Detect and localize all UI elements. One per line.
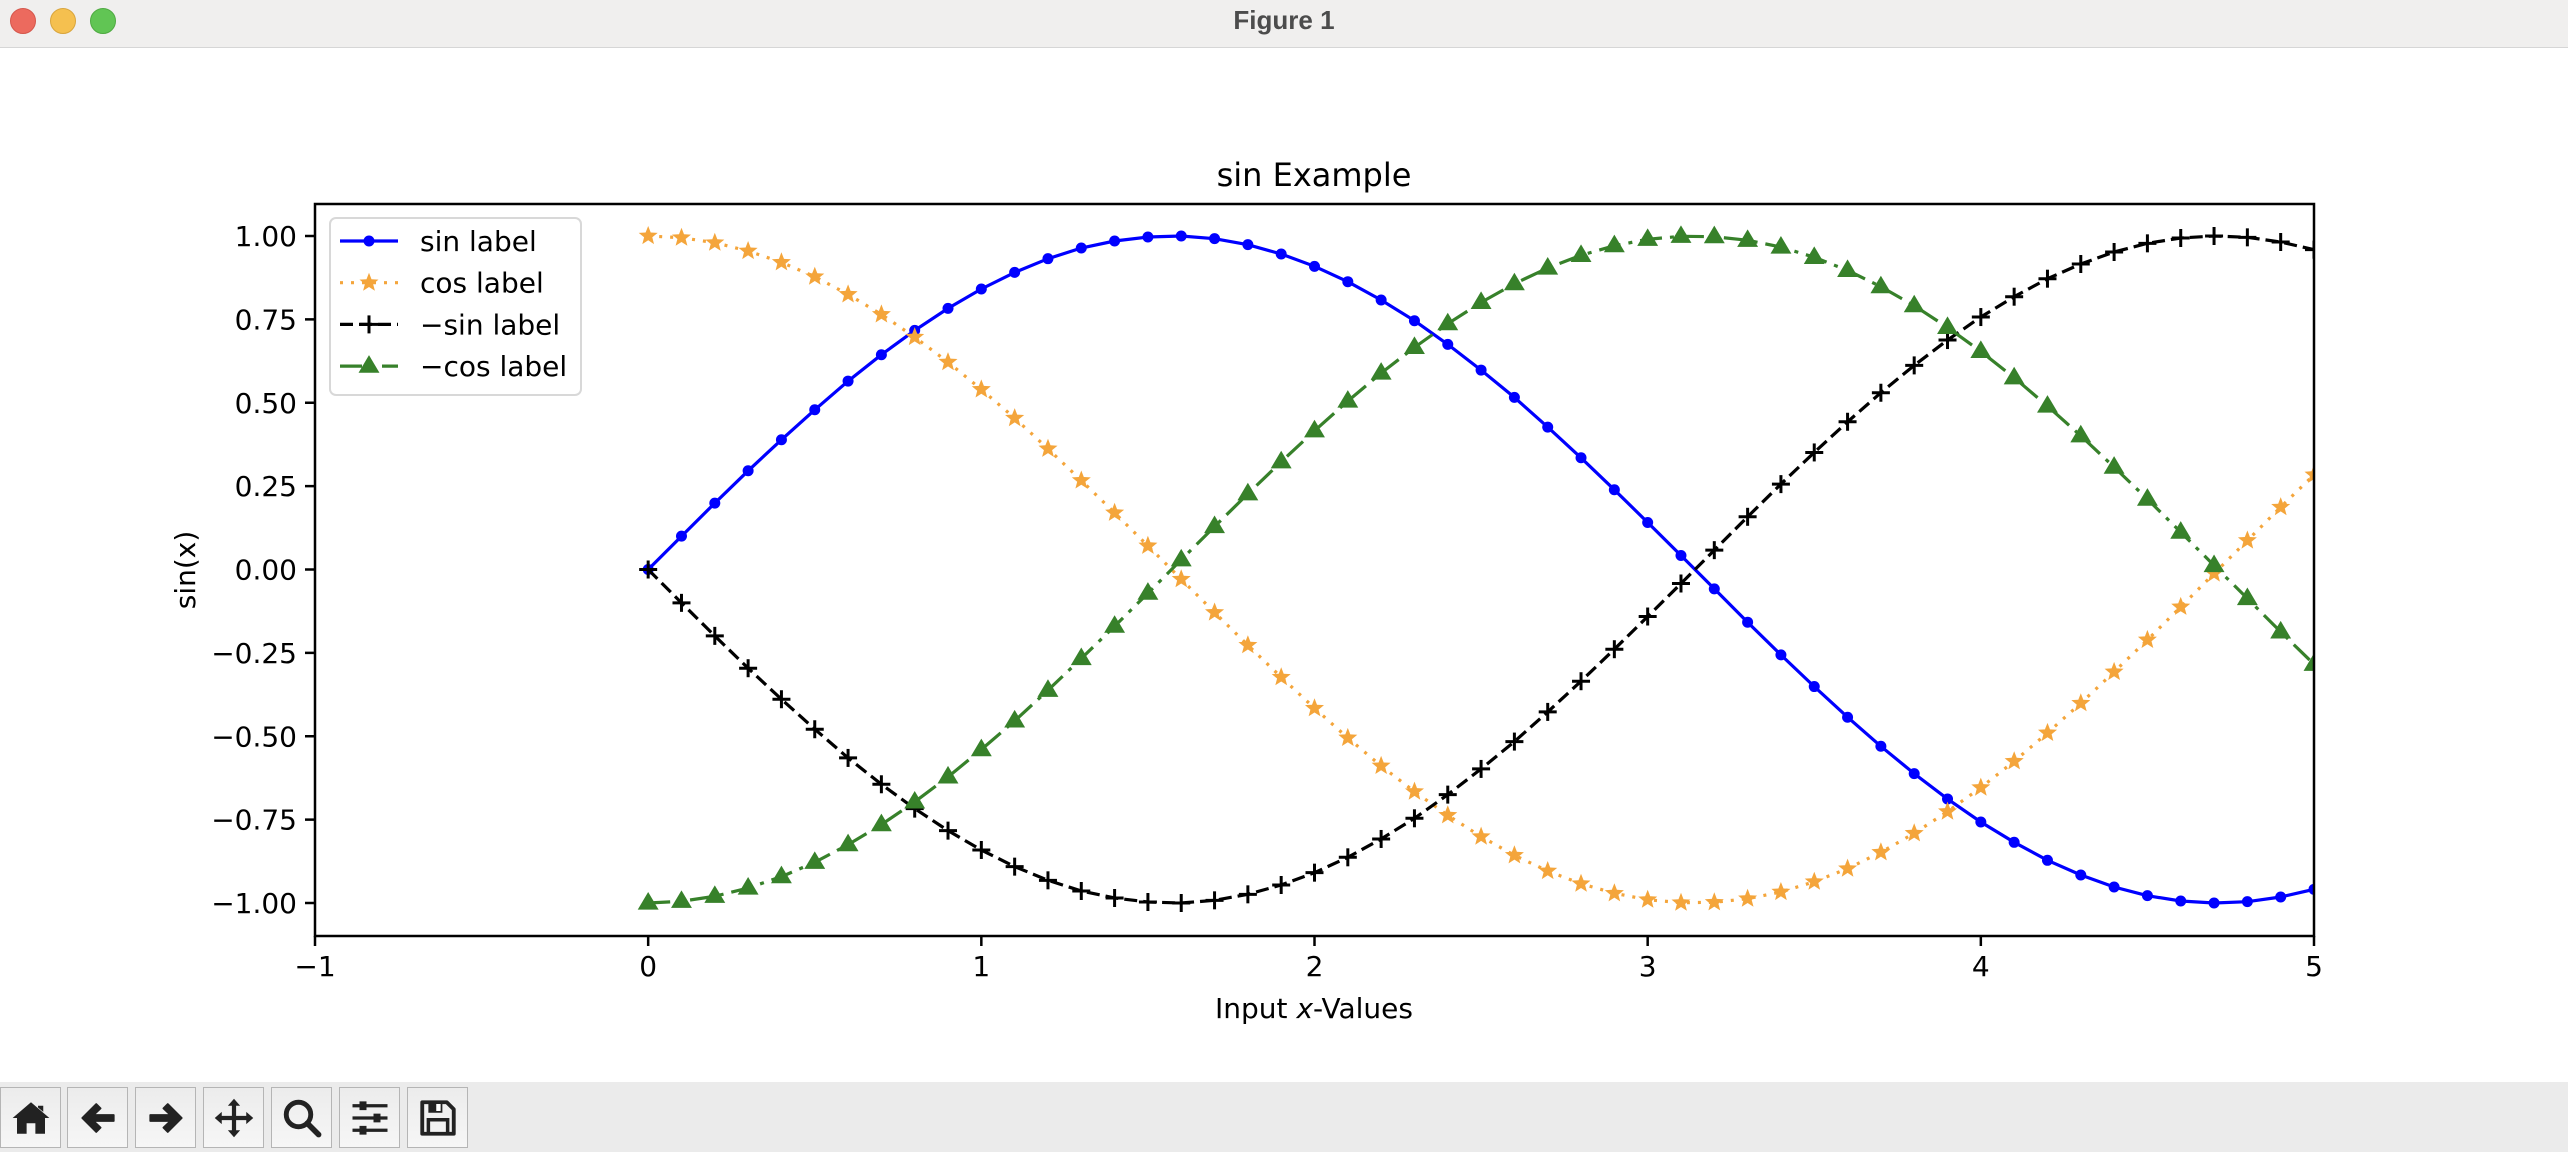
x-tick-label: 0 (639, 950, 657, 983)
y-axis-ticks: 1.00 0.75 0.50 0.25 0.00 −0.25 −0.50 −0.75 −1.00 (211, 220, 315, 920)
legend-label: sin label (420, 225, 537, 258)
sliders-icon (352, 1100, 387, 1135)
x-tick-label: 4 (1972, 950, 1990, 983)
chart-title: sin Example (1217, 156, 1412, 194)
window-title: Figure 1 (1233, 5, 1335, 35)
home-icon (12, 1101, 49, 1134)
magnifier-icon (283, 1099, 321, 1137)
floppy-disk-icon (419, 1099, 456, 1136)
zoom-button[interactable] (271, 1087, 332, 1148)
window-titlebar: Figure 1 (0, 0, 2568, 48)
line-chart: sin Example −1 0 1 2 3 4 5 1.00 0.75 0.50 0.25 0.0… (169, 156, 2323, 1025)
configure-subplots-button[interactable] (339, 1087, 400, 1148)
save-button[interactable] (407, 1087, 468, 1148)
x-tick-label: 3 (1639, 950, 1657, 983)
pan-button[interactable] (203, 1087, 264, 1148)
home-button[interactable] (0, 1087, 61, 1148)
back-button[interactable] (67, 1087, 128, 1148)
legend-item: −sin label (340, 308, 560, 341)
legend-item: cos label (340, 267, 544, 300)
arrow-left-icon (80, 1102, 115, 1133)
close-window-button[interactable] (10, 8, 36, 34)
axes-frame (313, 202, 2316, 938)
x-tick-label: −1 (294, 950, 335, 983)
x-axis-label: Input x-Values (1215, 992, 1413, 1025)
legend-item: sin label (340, 225, 537, 258)
series-cos (638, 226, 2314, 911)
maximize-window-button[interactable] (90, 8, 116, 34)
y-tick-label: 0.25 (235, 470, 297, 503)
y-tick-label: −0.25 (211, 637, 297, 670)
x-tick-label: 5 (2305, 950, 2323, 983)
y-tick-label: −1.00 (211, 887, 297, 920)
series-neg-sin (639, 227, 2314, 912)
legend-label: −sin label (420, 308, 560, 341)
y-tick-label: −0.75 (211, 804, 297, 837)
move-icon (214, 1098, 253, 1137)
arrow-right-icon (148, 1102, 183, 1133)
figure-canvas[interactable]: sin Example −1 0 1 2 3 4 5 1.00 0.75 0.50 0.25 0.0… (0, 48, 2568, 1082)
series-sin (642, 230, 2314, 909)
chart-legend: sin label cos label −sin label −cos label (329, 217, 582, 396)
legend-label: cos label (420, 267, 544, 300)
forward-button[interactable] (135, 1087, 196, 1148)
navigation-toolbar (0, 1082, 2568, 1152)
y-tick-label: 1.00 (235, 220, 297, 253)
y-tick-label: −0.50 (211, 720, 297, 753)
series-neg-cos (637, 225, 2314, 910)
y-axis-label: sin(x) (169, 531, 202, 610)
x-axis-ticks: −1 0 1 2 3 4 5 (294, 936, 2323, 983)
minimize-window-button[interactable] (50, 8, 76, 34)
legend-label: −cos label (420, 350, 567, 383)
y-tick-label: 0.50 (235, 387, 297, 420)
legend-item: −cos label (340, 350, 567, 383)
y-tick-label: 0.75 (235, 303, 297, 336)
x-tick-label: 2 (1306, 950, 1324, 983)
x-tick-label: 1 (972, 950, 990, 983)
plot-series (637, 225, 2314, 912)
y-tick-label: 0.00 (235, 554, 297, 587)
